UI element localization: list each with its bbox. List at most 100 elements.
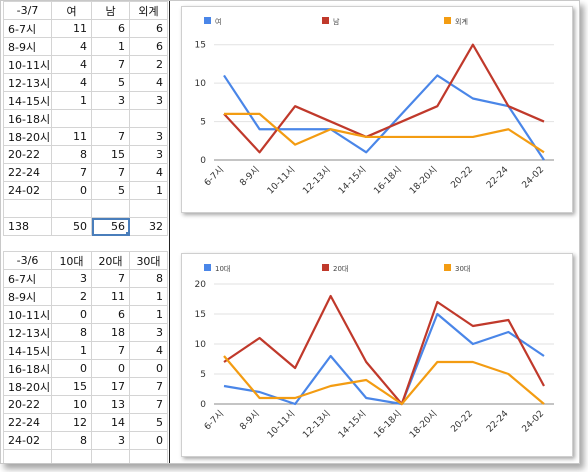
table-cell[interactable]: 4 xyxy=(51,37,92,56)
table-cell[interactable]: 6 xyxy=(91,305,130,324)
table-cell[interactable]: 7 xyxy=(91,341,130,360)
series-line-1[interactable] xyxy=(223,294,545,406)
table-cell[interactable]: 6 xyxy=(129,37,168,56)
table-cell[interactable]: 17 xyxy=(91,377,130,396)
table-cell[interactable]: 14-15시 xyxy=(3,91,52,110)
table-cell[interactable]: 8 xyxy=(51,431,92,450)
table-cell[interactable] xyxy=(91,109,130,128)
table-cell[interactable]: 18-20시 xyxy=(3,377,52,396)
table-cell[interactable]: 2 xyxy=(51,287,92,306)
table-cell[interactable]: 0 xyxy=(51,359,92,378)
table-cell[interactable]: 4 xyxy=(51,73,92,92)
header-cell[interactable]: 30대 xyxy=(129,251,168,270)
table-cell[interactable]: 20-22 xyxy=(3,145,52,164)
table-cell[interactable]: 24-02 xyxy=(3,431,52,450)
header-cell[interactable]: 남 xyxy=(91,1,130,20)
table-cell[interactable]: 7 xyxy=(91,269,130,288)
table-cell[interactable]: 5 xyxy=(91,73,130,92)
line-chart-3-7[interactable]: 여 남 외계 0 5 10 15 6-7시 8-9시 10-11시 12-13시 14-15시 16-1… xyxy=(181,6,573,213)
fill-handle[interactable] xyxy=(126,232,129,235)
table-cell[interactable]: 2 xyxy=(129,55,168,74)
table-cell[interactable]: 6 xyxy=(91,19,130,38)
table-cell[interactable]: 6-7시 xyxy=(3,19,52,38)
table-cell[interactable]: 11 xyxy=(91,287,130,306)
table-cell[interactable]: 4 xyxy=(129,341,168,360)
table-cell[interactable]: 7 xyxy=(129,395,168,414)
header-cell[interactable]: 외계 xyxy=(129,1,168,20)
table-cell[interactable]: 3 xyxy=(51,269,92,288)
header-cell[interactable]: 10대 xyxy=(51,251,92,270)
header-cell[interactable]: 20대 xyxy=(91,251,130,270)
table-cell[interactable]: 1 xyxy=(91,37,130,56)
table-cell[interactable]: 11 xyxy=(51,19,92,38)
table-cell[interactable]: 22-24 xyxy=(3,163,52,182)
table-cell[interactable]: 1 xyxy=(129,287,168,306)
table-cell[interactable]: 7 xyxy=(91,127,130,146)
series-line-0[interactable] xyxy=(223,312,545,406)
table-cell[interactable]: 4 xyxy=(129,73,168,92)
table-cell[interactable]: 13 xyxy=(91,395,130,414)
table-cell[interactable]: 8-9시 xyxy=(3,37,52,56)
table-cell[interactable]: 15 xyxy=(51,377,92,396)
table-cell[interactable]: 3 xyxy=(129,91,168,110)
table-cell[interactable]: 12 xyxy=(51,413,92,432)
table-cell[interactable]: 6 xyxy=(129,19,168,38)
table-cell[interactable] xyxy=(129,109,168,128)
table-cell[interactable]: 1 xyxy=(129,305,168,324)
selected-cell[interactable]: 56 xyxy=(91,217,130,236)
table-cell[interactable]: 11 xyxy=(51,127,92,146)
table-cell[interactable]: 0 xyxy=(129,431,168,450)
table-cell[interactable]: 7 xyxy=(91,163,130,182)
table-cell[interactable]: 8-9시 xyxy=(3,287,52,306)
table-cell[interactable]: 3 xyxy=(129,323,168,342)
table-cell[interactable]: 8 xyxy=(51,323,92,342)
series-line-2[interactable] xyxy=(224,112,545,154)
table-cell[interactable]: 16-18시 xyxy=(3,359,52,378)
series-line-2[interactable] xyxy=(223,355,545,406)
table-cell[interactable]: 8 xyxy=(129,269,168,288)
table-cell[interactable] xyxy=(51,109,92,128)
series-line-0[interactable] xyxy=(223,74,545,161)
line-chart-3-6[interactable]: 10대 20대 30대 0 5 10 15 20 6-7시 8-9시 10-11시 12-13시 14-… xyxy=(181,253,573,457)
table-cell[interactable]: 1 xyxy=(51,91,92,110)
table-cell[interactable]: 16-18시 xyxy=(3,109,52,128)
table-cell[interactable]: 7 xyxy=(129,377,168,396)
empty-cell[interactable] xyxy=(3,199,52,218)
empty-cell[interactable] xyxy=(51,449,92,463)
table-cell[interactable]: 10-11시 xyxy=(3,55,52,74)
table-cell[interactable]: 3 xyxy=(129,127,168,146)
table-cell[interactable]: 12-13시 xyxy=(3,73,52,92)
table-cell[interactable]: 24-02 xyxy=(3,181,52,200)
table-cell[interactable]: 0 xyxy=(51,181,92,200)
table-cell[interactable]: 10-11시 xyxy=(3,305,52,324)
table-cell[interactable]: 5 xyxy=(91,181,130,200)
table-cell[interactable]: 1 xyxy=(51,341,92,360)
table-cell[interactable]: 7 xyxy=(51,163,92,182)
empty-cell[interactable] xyxy=(91,199,130,218)
table-cell[interactable]: 12-13시 xyxy=(3,323,52,342)
table-cell[interactable]: 20-22 xyxy=(3,395,52,414)
table-cell[interactable]: 6-7시 xyxy=(3,269,52,288)
table-cell[interactable]: 14-15시 xyxy=(3,341,52,360)
empty-cell[interactable] xyxy=(129,199,168,218)
table-cell[interactable]: 0 xyxy=(51,305,92,324)
empty-cell[interactable] xyxy=(51,199,92,218)
empty-cell[interactable] xyxy=(3,449,52,463)
table-cell[interactable]: 50 xyxy=(51,217,92,236)
table-cell[interactable]: 7 xyxy=(91,55,130,74)
table-cell[interactable]: 32 xyxy=(129,217,168,236)
table-cell[interactable]: 3 xyxy=(91,431,130,450)
empty-cell[interactable] xyxy=(129,449,168,463)
table-cell[interactable]: 8 xyxy=(51,145,92,164)
table-cell[interactable]: 22-24 xyxy=(3,413,52,432)
table-cell[interactable]: 5 xyxy=(129,413,168,432)
table-cell[interactable]: 14 xyxy=(91,413,130,432)
table-cell[interactable]: 4 xyxy=(51,55,92,74)
empty-cell[interactable] xyxy=(91,449,130,463)
table-cell[interactable]: 18 xyxy=(91,323,130,342)
table-cell[interactable]: 3 xyxy=(129,145,168,164)
header-cell[interactable]: 여 xyxy=(51,1,92,20)
table-cell[interactable]: 0 xyxy=(129,359,168,378)
header-cell[interactable]: -3/7 xyxy=(3,1,52,20)
table-cell[interactable]: 18-20시 xyxy=(3,127,52,146)
